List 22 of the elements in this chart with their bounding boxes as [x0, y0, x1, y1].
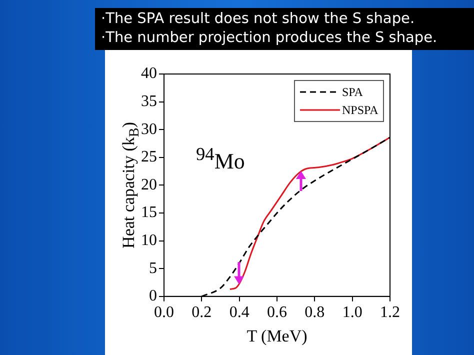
text: ·The SPA result does not show the S shape.: [101, 10, 416, 29]
y-tick-label: 25: [141, 148, 157, 166]
text: ·The number projection produces the S shape.: [101, 29, 438, 48]
y-tick-label: 40: [141, 65, 157, 82]
x-tick-label: 0.8: [304, 304, 325, 322]
legend-label: SPA: [342, 84, 363, 100]
x-tick-label: 1.2: [380, 304, 400, 322]
x-tick-label: 1.0: [342, 304, 362, 322]
y-tick-label: 5: [149, 260, 157, 277]
y-tick-label: 30: [141, 120, 157, 138]
y-tick-label: 35: [141, 93, 157, 110]
y-tick-label: 0: [149, 288, 157, 305]
y-tick-label: 10: [141, 232, 157, 250]
x-tick-label: 0.2: [192, 304, 212, 322]
y-tick-label: 15: [141, 204, 157, 222]
x-tick-label: 0.4: [229, 304, 250, 322]
x-tick-label: 0.6: [267, 304, 287, 322]
y-tick-label: 20: [141, 176, 157, 194]
legend-label: NPSPA: [342, 102, 378, 118]
annotation: $^{94}$Mo: [196, 144, 245, 174]
x-tick-label: 0.0: [154, 304, 174, 322]
x-axis-title: T (MeV): [246, 326, 308, 346]
